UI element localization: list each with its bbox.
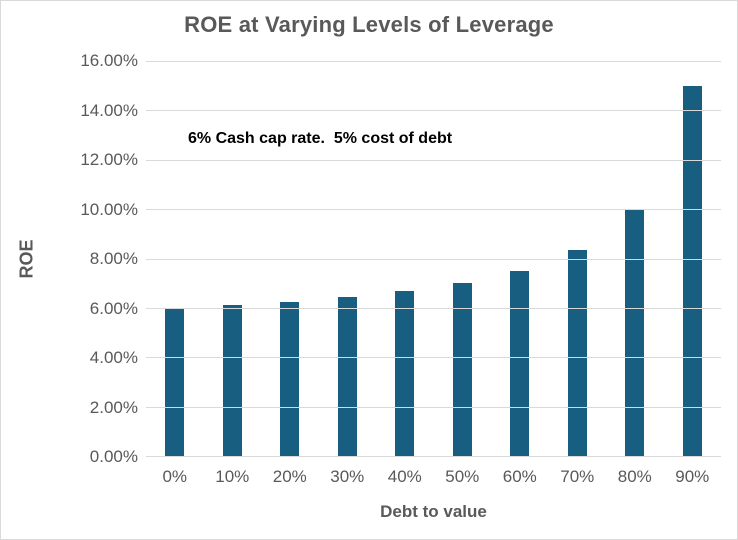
x-tick-label: 0% — [162, 467, 188, 486]
x-tick-label: 70% — [560, 467, 595, 486]
bars-row — [146, 61, 721, 456]
y-tick-label: 12.00% — [80, 150, 138, 169]
bar-slot — [606, 61, 664, 456]
x-tick-label: 50% — [445, 467, 480, 486]
y-tick-label: 10.00% — [80, 199, 138, 219]
bar-slot — [319, 61, 377, 456]
bar-slot — [549, 61, 607, 456]
bar-10% — [222, 305, 242, 456]
chart-annotation: 6% Cash cap rate. 5% cost of debt — [188, 130, 453, 147]
bar-slot — [204, 61, 262, 456]
gridline — [146, 406, 721, 408]
gridline — [146, 209, 721, 211]
bar-slot — [434, 61, 492, 456]
y-tick-label: 14.00% — [80, 100, 138, 120]
x-tick-label: 40% — [387, 467, 422, 486]
y-tick-label: 8.00% — [89, 249, 138, 268]
y-tick-label: 6.00% — [89, 298, 138, 318]
gridline — [146, 61, 721, 62]
gridline — [146, 258, 721, 260]
y-tick-label: 16.00% — [80, 51, 138, 70]
bar-slot — [491, 61, 549, 456]
bar-slot — [146, 61, 204, 456]
x-tick-label: 90% — [675, 467, 710, 486]
chart-title: ROE at Varying Levels of Leverage — [184, 12, 554, 37]
x-tick-label: 20% — [272, 467, 307, 486]
x-axis-tick-labels: 0% 10% 20% 30% 40% 50% 60% 70% 80% 90% — [146, 467, 721, 487]
bar-50% — [452, 283, 472, 456]
x-tick-label: 80% — [617, 467, 652, 486]
gridline — [146, 357, 721, 359]
x-tick-label: 10% — [215, 467, 250, 486]
bar-90% — [682, 85, 702, 456]
bar-30% — [337, 297, 357, 456]
y-axis-tick-labels: 0.00% 2.00% 4.00% 6.00% 8.00% 10.00% 12.00% 14.… — [1, 1, 138, 539]
bar-60% — [510, 270, 530, 456]
bar-slot — [261, 61, 319, 456]
bar-0% — [165, 307, 185, 456]
bar-70% — [567, 250, 587, 456]
bar-40% — [395, 291, 415, 456]
bar-20% — [280, 301, 300, 456]
bar-slot — [664, 61, 722, 456]
x-tick-label: 30% — [330, 467, 365, 486]
plot-area — [146, 61, 721, 457]
bar-80% — [625, 209, 645, 456]
y-tick-label: 4.00% — [89, 348, 138, 367]
x-tick-label: 60% — [502, 467, 537, 486]
bar-slot — [376, 61, 434, 456]
gridline — [146, 159, 721, 161]
gridline — [146, 110, 721, 112]
gridline — [146, 307, 721, 309]
y-tick-label: 2.00% — [89, 397, 138, 417]
y-tick-label: 0.00% — [89, 447, 138, 466]
x-axis-title: Debt to value — [380, 502, 487, 521]
